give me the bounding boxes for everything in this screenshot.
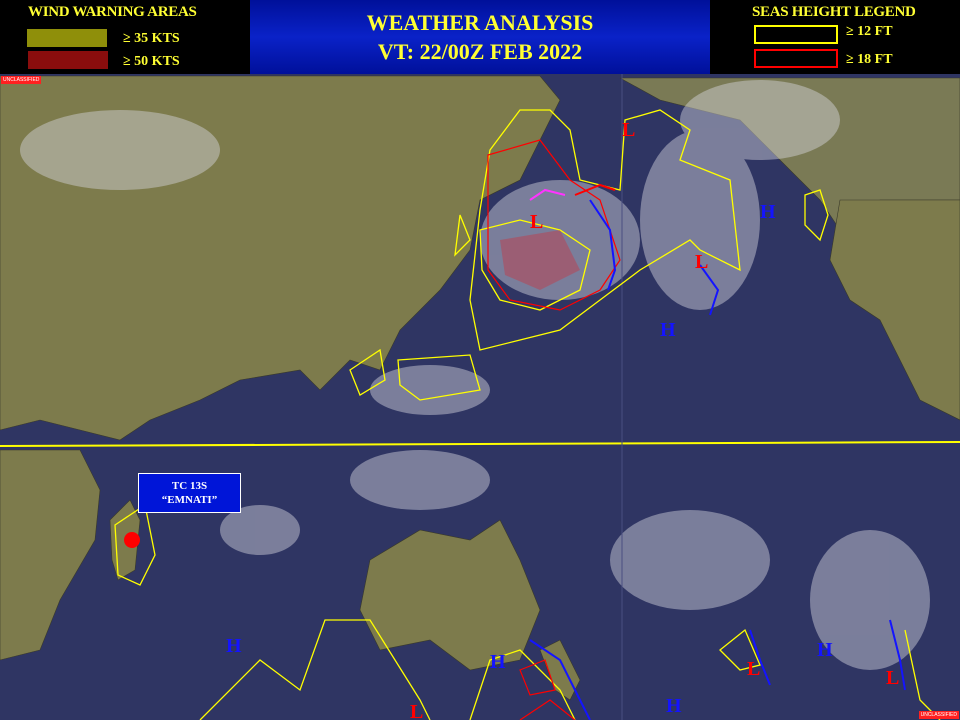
wind-warning-50kts [500,230,580,290]
high-pressure-center: H [666,695,682,717]
page-title: WEATHER ANALYSIS [366,10,594,35]
cold-front [699,264,720,316]
low-pressure-center: L [622,119,635,141]
box-12ft [754,25,838,44]
low-pressure-center: L [530,211,543,233]
occluded-front [529,188,566,201]
cold-front [889,619,906,691]
swatch-50kts [28,51,108,69]
wind-legend-title: WIND WARNING AREAS [28,4,197,20]
low-pressure-center: L [886,667,899,689]
label-18ft: ≥ 18 FT [846,52,893,67]
tc-name: “EMNATI” [161,494,218,506]
wind-warning-legend: WIND WARNING AREAS ≥ 35 KTS ≥ 50 KTS [0,0,250,74]
equator-line [0,441,960,447]
high-pressure-center: H [817,639,833,661]
label-35kts: ≥ 35 KTS [123,31,180,46]
seas-height-legend: SEAS HEIGHT LEGEND ≥ 12 FT ≥ 18 FT [710,0,960,74]
high-pressure-center: H [760,201,776,223]
title-panel: WEATHER ANALYSIS VT: 22/00Z FEB 2022 [250,0,710,74]
seas-18ft-areas [487,139,621,720]
box-18ft [754,49,838,68]
valid-time: VT: 22/00Z FEB 2022 [377,39,583,64]
tc-id: TC 13S [171,480,208,492]
low-pressure-center: L [410,701,423,720]
classification-tag: UNCLASSIFIED [918,711,959,719]
low-pressure-center: L [747,658,760,680]
cold-front [749,629,771,686]
cold-front [589,199,617,291]
cold-front [529,639,591,720]
label-50kts: ≥ 50 KTS [123,54,180,69]
satellite-map: H H H H H H L L L L L L [0,74,960,720]
seas-legend-title: SEAS HEIGHT LEGEND [752,4,916,20]
pressure-centers: H H H H H H L L L L L L [226,119,899,720]
low-pressure-center: L [695,251,708,273]
swatch-35kts [27,29,107,47]
high-pressure-center: H [490,651,506,673]
warm-front [574,183,616,196]
tc-label-box: TC 13S “EMNATI” [138,473,241,513]
high-pressure-center: H [660,319,676,341]
label-12ft: ≥ 12 FT [846,24,893,39]
tropical-cyclone-symbol [124,532,140,548]
classification-tag: UNCLASSIFIED [1,76,42,84]
high-pressure-center: H [226,635,242,657]
fronts [529,183,906,720]
